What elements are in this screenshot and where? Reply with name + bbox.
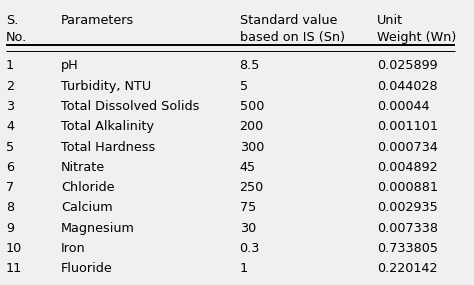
Text: Nitrate: Nitrate (61, 161, 105, 174)
Text: 0.004892: 0.004892 (377, 161, 438, 174)
Text: 0.00044: 0.00044 (377, 100, 429, 113)
Text: Total Dissolved Solids: Total Dissolved Solids (61, 100, 199, 113)
Text: 250: 250 (239, 181, 264, 194)
Text: Unit: Unit (377, 14, 403, 27)
Text: Turbidity, NTU: Turbidity, NTU (61, 80, 151, 93)
Text: 9: 9 (6, 222, 14, 235)
Text: 0.044028: 0.044028 (377, 80, 438, 93)
Text: based on IS (Sn): based on IS (Sn) (239, 31, 345, 44)
Text: pH: pH (61, 59, 79, 72)
Text: 30: 30 (239, 222, 256, 235)
Text: 45: 45 (239, 161, 256, 174)
Text: 8.5: 8.5 (239, 59, 260, 72)
Text: 7: 7 (6, 181, 14, 194)
Text: Total Hardness: Total Hardness (61, 141, 155, 154)
Text: 75: 75 (239, 201, 256, 215)
Text: Standard value: Standard value (239, 14, 337, 27)
Text: Iron: Iron (61, 242, 86, 255)
Text: 0.000881: 0.000881 (377, 181, 438, 194)
Text: 3: 3 (6, 100, 14, 113)
Text: 6: 6 (6, 161, 14, 174)
Text: 10: 10 (6, 242, 22, 255)
Text: No.: No. (6, 31, 27, 44)
Text: Fluoride: Fluoride (61, 262, 113, 275)
Text: 0.3: 0.3 (239, 242, 260, 255)
Text: 0.025899: 0.025899 (377, 59, 438, 72)
Text: 200: 200 (239, 120, 264, 133)
Text: 5: 5 (239, 80, 248, 93)
Text: Chloride: Chloride (61, 181, 114, 194)
Text: 0.220142: 0.220142 (377, 262, 438, 275)
Text: 8: 8 (6, 201, 14, 215)
Text: 2: 2 (6, 80, 14, 93)
Text: 0.000734: 0.000734 (377, 141, 438, 154)
Text: 0.007338: 0.007338 (377, 222, 438, 235)
Text: 5: 5 (6, 141, 14, 154)
Text: 1: 1 (239, 262, 248, 275)
Text: 1: 1 (6, 59, 14, 72)
Text: 11: 11 (6, 262, 22, 275)
Text: 4: 4 (6, 120, 14, 133)
Text: S.: S. (6, 14, 18, 27)
Text: Weight (Wn): Weight (Wn) (377, 31, 456, 44)
Text: Parameters: Parameters (61, 14, 134, 27)
Text: 500: 500 (239, 100, 264, 113)
Text: 0.733805: 0.733805 (377, 242, 438, 255)
Text: Calcium: Calcium (61, 201, 112, 215)
Text: Magnesium: Magnesium (61, 222, 135, 235)
Text: Total Alkalinity: Total Alkalinity (61, 120, 154, 133)
Text: 300: 300 (239, 141, 264, 154)
Text: 0.002935: 0.002935 (377, 201, 438, 215)
Text: 0.001101: 0.001101 (377, 120, 438, 133)
